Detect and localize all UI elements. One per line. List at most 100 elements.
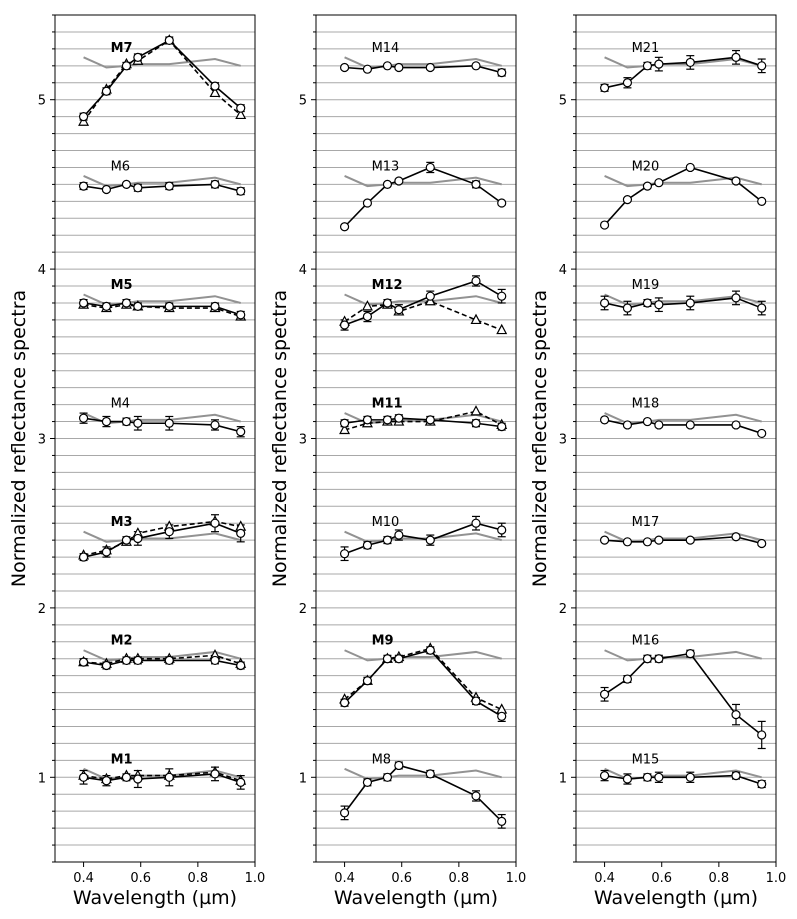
circle-point (622, 537, 633, 547)
circle-point (121, 179, 132, 189)
triangle-point (235, 108, 247, 120)
sample-label: M6 (111, 159, 131, 174)
circle-point (497, 67, 507, 78)
sample-label: M16 (632, 634, 660, 649)
y-tick-label: 1 (559, 771, 567, 786)
circle-point (622, 674, 633, 684)
circle-point (685, 772, 695, 782)
circle-point (394, 530, 404, 540)
circle-point (425, 535, 435, 545)
circle-point (497, 711, 507, 721)
circle-point (78, 112, 89, 122)
circle-point (471, 791, 481, 801)
circle-point (78, 181, 89, 191)
y-tick-label: 1 (38, 771, 46, 786)
x-tick-label: 1.0 (506, 871, 527, 886)
circle-point (731, 52, 741, 62)
circle-point (599, 220, 610, 230)
panel-1: M7 M6 M5 M4 M3 M2 M1 1 2 3 4 5 0.4 0.6 0.8 1.0 Wavelengt… (8, 14, 265, 909)
circle-point (382, 535, 393, 545)
circle-point (731, 710, 741, 720)
circle-point (101, 416, 112, 427)
circle-point (133, 533, 143, 544)
sample-label: M2 (111, 634, 133, 649)
circle-point (654, 59, 664, 69)
sample-m18: M18 (599, 397, 767, 439)
circle-point (685, 649, 695, 659)
sample-m19: M19 (599, 278, 767, 316)
circle-point (622, 78, 633, 88)
sample-label: M4 (111, 397, 131, 412)
circle-point (164, 655, 174, 666)
circle-point (78, 657, 89, 667)
y-axis: 1 2 3 4 5 (299, 14, 316, 863)
x-tick-label: 0.6 (391, 871, 412, 886)
circle-point (425, 415, 435, 425)
y-axis-title: Normalized reflectance spectra (529, 290, 551, 587)
sample-label: M13 (372, 159, 400, 174)
sample-label: M21 (632, 41, 660, 56)
sample-label: M18 (632, 397, 660, 412)
sample-m11: M11 (339, 397, 508, 435)
sample-m10: M10 (339, 515, 507, 562)
circle-point (599, 535, 610, 545)
circle-point (394, 413, 404, 423)
circle-point (78, 298, 89, 308)
circle-point (210, 518, 220, 528)
sample-label: M15 (632, 752, 660, 767)
sample-m5: M5 (78, 278, 247, 321)
sample-label: M9 (372, 634, 394, 649)
grid-lines (55, 31, 255, 846)
circle-point (236, 660, 246, 671)
series-group: M14 M13 M12 M11 M10 M9 M8 (339, 41, 508, 829)
circle-point (339, 808, 350, 818)
panel-2: M14 M13 M12 M11 M10 M9 M8 1 2 3 4 5 0.4 0.6 0.8 1.0 Wave… (269, 14, 527, 909)
circle-point (425, 62, 435, 73)
circle-point (236, 186, 246, 196)
circle-point (339, 549, 350, 559)
circle-point (101, 184, 112, 195)
x-tick-label: 0.8 (449, 871, 470, 886)
circle-point (731, 420, 741, 430)
circle-point (642, 61, 653, 71)
sample-m9: M9 (339, 634, 508, 722)
y-tick-label: 2 (299, 602, 307, 617)
sample-m21: M21 (599, 41, 767, 93)
circle-point (425, 162, 435, 173)
circle-point (471, 696, 481, 706)
circle-point (339, 62, 350, 73)
x-tick-label: 0.4 (73, 871, 94, 886)
sample-label: M14 (372, 41, 400, 56)
circle-series-line (82, 39, 242, 118)
y-axis: 1 2 3 4 5 (559, 14, 576, 863)
circle-point (757, 730, 767, 740)
sample-label: M10 (372, 515, 400, 530)
x-tick-label: 0.6 (651, 871, 672, 886)
circle-point (685, 298, 695, 308)
x-tick-label: 1.0 (766, 871, 787, 886)
circle-point (497, 198, 507, 208)
circle-point (164, 181, 174, 191)
circle-point (497, 422, 507, 432)
circle-point (471, 61, 481, 71)
circle-point (101, 547, 112, 557)
circle-point (101, 660, 112, 671)
y-tick-label: 5 (299, 94, 307, 109)
circle-point (121, 535, 132, 545)
triangle-point (470, 313, 482, 325)
circle-point (78, 552, 89, 562)
circle-point (654, 772, 664, 782)
circle-point (622, 303, 633, 313)
sample-label: M12 (372, 278, 403, 293)
circle-point (133, 774, 143, 784)
sample-m13: M13 (339, 159, 507, 232)
circle-point (382, 654, 393, 664)
circle-point (382, 179, 393, 189)
circle-point (394, 654, 404, 664)
circle-point (654, 178, 664, 188)
y-tick-label: 1 (299, 771, 307, 786)
y-tick-label: 3 (38, 433, 46, 448)
circle-point (685, 162, 695, 173)
x-axis: 0.4 0.6 0.8 1.0 (73, 862, 265, 886)
circle-point (757, 61, 767, 71)
